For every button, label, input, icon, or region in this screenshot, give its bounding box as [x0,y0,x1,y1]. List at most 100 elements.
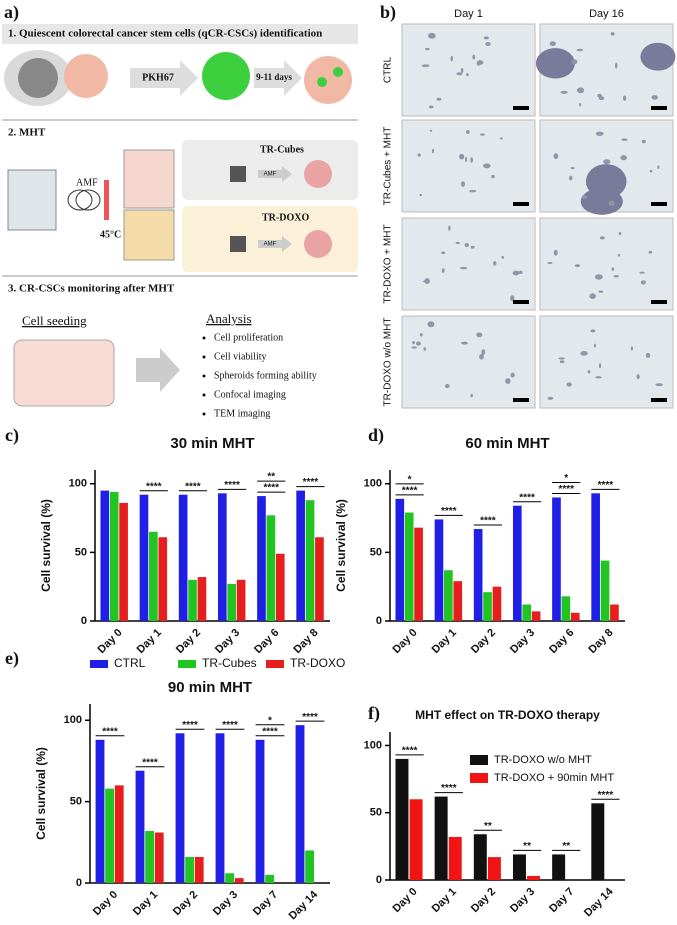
cell-cluster [566,382,572,387]
bar [217,493,227,621]
significance: **** [480,516,496,527]
cell-cluster [570,167,575,170]
y-tick-label: 50 [370,807,382,819]
significance: **** [598,480,614,491]
cell-cluster [553,249,558,256]
column-header: Day 1 [454,8,483,20]
bar [154,832,164,883]
cell-cluster [559,360,565,364]
x-tick-label: Day 8 [586,627,615,656]
significance: * [408,474,412,485]
cell-cluster [481,349,486,356]
cell-cluster [441,268,445,273]
cell-cluster [450,55,453,62]
significance: **** [558,484,574,495]
scale-bar [513,106,529,110]
bar [234,878,244,883]
cell [317,77,327,87]
bar [561,596,571,621]
cell-cluster [455,241,460,245]
cell-cluster [424,278,430,284]
cell-cluster [603,159,611,165]
bar [175,733,185,883]
significance: **** [142,757,158,768]
bar [266,515,276,621]
cell-cluster [589,293,596,299]
bar [527,875,541,880]
arrow-label: PKH67 [142,72,174,83]
cell-cluster [444,384,450,389]
panel-label: f) [368,703,380,724]
legend-swatch [470,773,488,783]
legend-label: TR-DOXO w/o MHT [494,754,592,766]
cell-cluster [469,189,477,193]
panel-label: d) [368,425,384,446]
bar [512,854,526,880]
bar [453,581,463,621]
cell-cluster [470,393,473,398]
box-title: TR-DOXO [262,212,309,223]
cell-cluster [595,376,602,379]
bar [591,493,600,621]
cell-cluster [547,262,553,265]
x-tick-label: Day 3 [211,889,240,918]
bar [570,612,580,621]
y-tick-label: 100 [364,478,382,490]
cell-cluster [419,333,423,337]
scale-bar [513,202,529,206]
x-tick-label: Day 1 [430,627,459,656]
x-tick-label: Day 0 [96,627,125,656]
y-tick-label: 50 [370,546,382,558]
chart-title: 60 min MHT [465,435,549,452]
x-tick-label: Day 1 [135,627,164,656]
bar [448,836,462,880]
cell-cluster [613,275,619,278]
cell-cluster [553,153,559,160]
cell-cluster [202,52,250,100]
x-tick-label: Day 2 [469,886,498,915]
significance: **** [402,746,418,757]
bar [215,733,225,883]
cell-cluster [617,253,621,257]
bar [552,854,566,880]
cell-cluster [510,295,515,301]
legend-label: TR-Cubes [202,656,257,670]
cell-cluster [425,47,430,51]
cell-cluster [428,32,436,39]
x-tick-label: Day 0 [391,627,420,656]
significance: **** [146,481,162,492]
significance: ** [267,472,275,483]
cell-cluster [590,329,596,333]
bar [395,498,405,621]
bar [395,758,409,880]
cell-cluster [501,255,504,259]
cell-cluster [599,363,602,369]
cell-cluster [614,62,618,69]
y-axis-label: Cell survival (%) [334,499,348,592]
cell-cluster [636,374,640,380]
cell-cluster [441,251,446,255]
bullet [202,412,206,416]
bar [139,494,149,621]
cell-cluster [304,56,352,104]
bar [114,785,124,883]
bar [158,537,168,621]
x-tick-label: Day 2 [469,627,498,656]
dish [13,339,115,407]
arrow [136,348,180,392]
cell-cluster [470,245,475,249]
bar [434,519,444,621]
significance: **** [519,492,535,503]
cell-cluster [483,36,489,40]
bullet [202,336,206,340]
cell-cluster [645,352,651,359]
bar [95,739,105,883]
cell-cluster [640,280,646,285]
legend-label: TR-DOXO [290,656,345,670]
bar [473,529,483,621]
y-tick-label: 0 [376,615,382,627]
x-tick-label: Day 0 [91,889,120,918]
bar [610,604,619,621]
scale-bar [513,300,529,304]
x-tick-label: Day 6 [252,627,281,656]
